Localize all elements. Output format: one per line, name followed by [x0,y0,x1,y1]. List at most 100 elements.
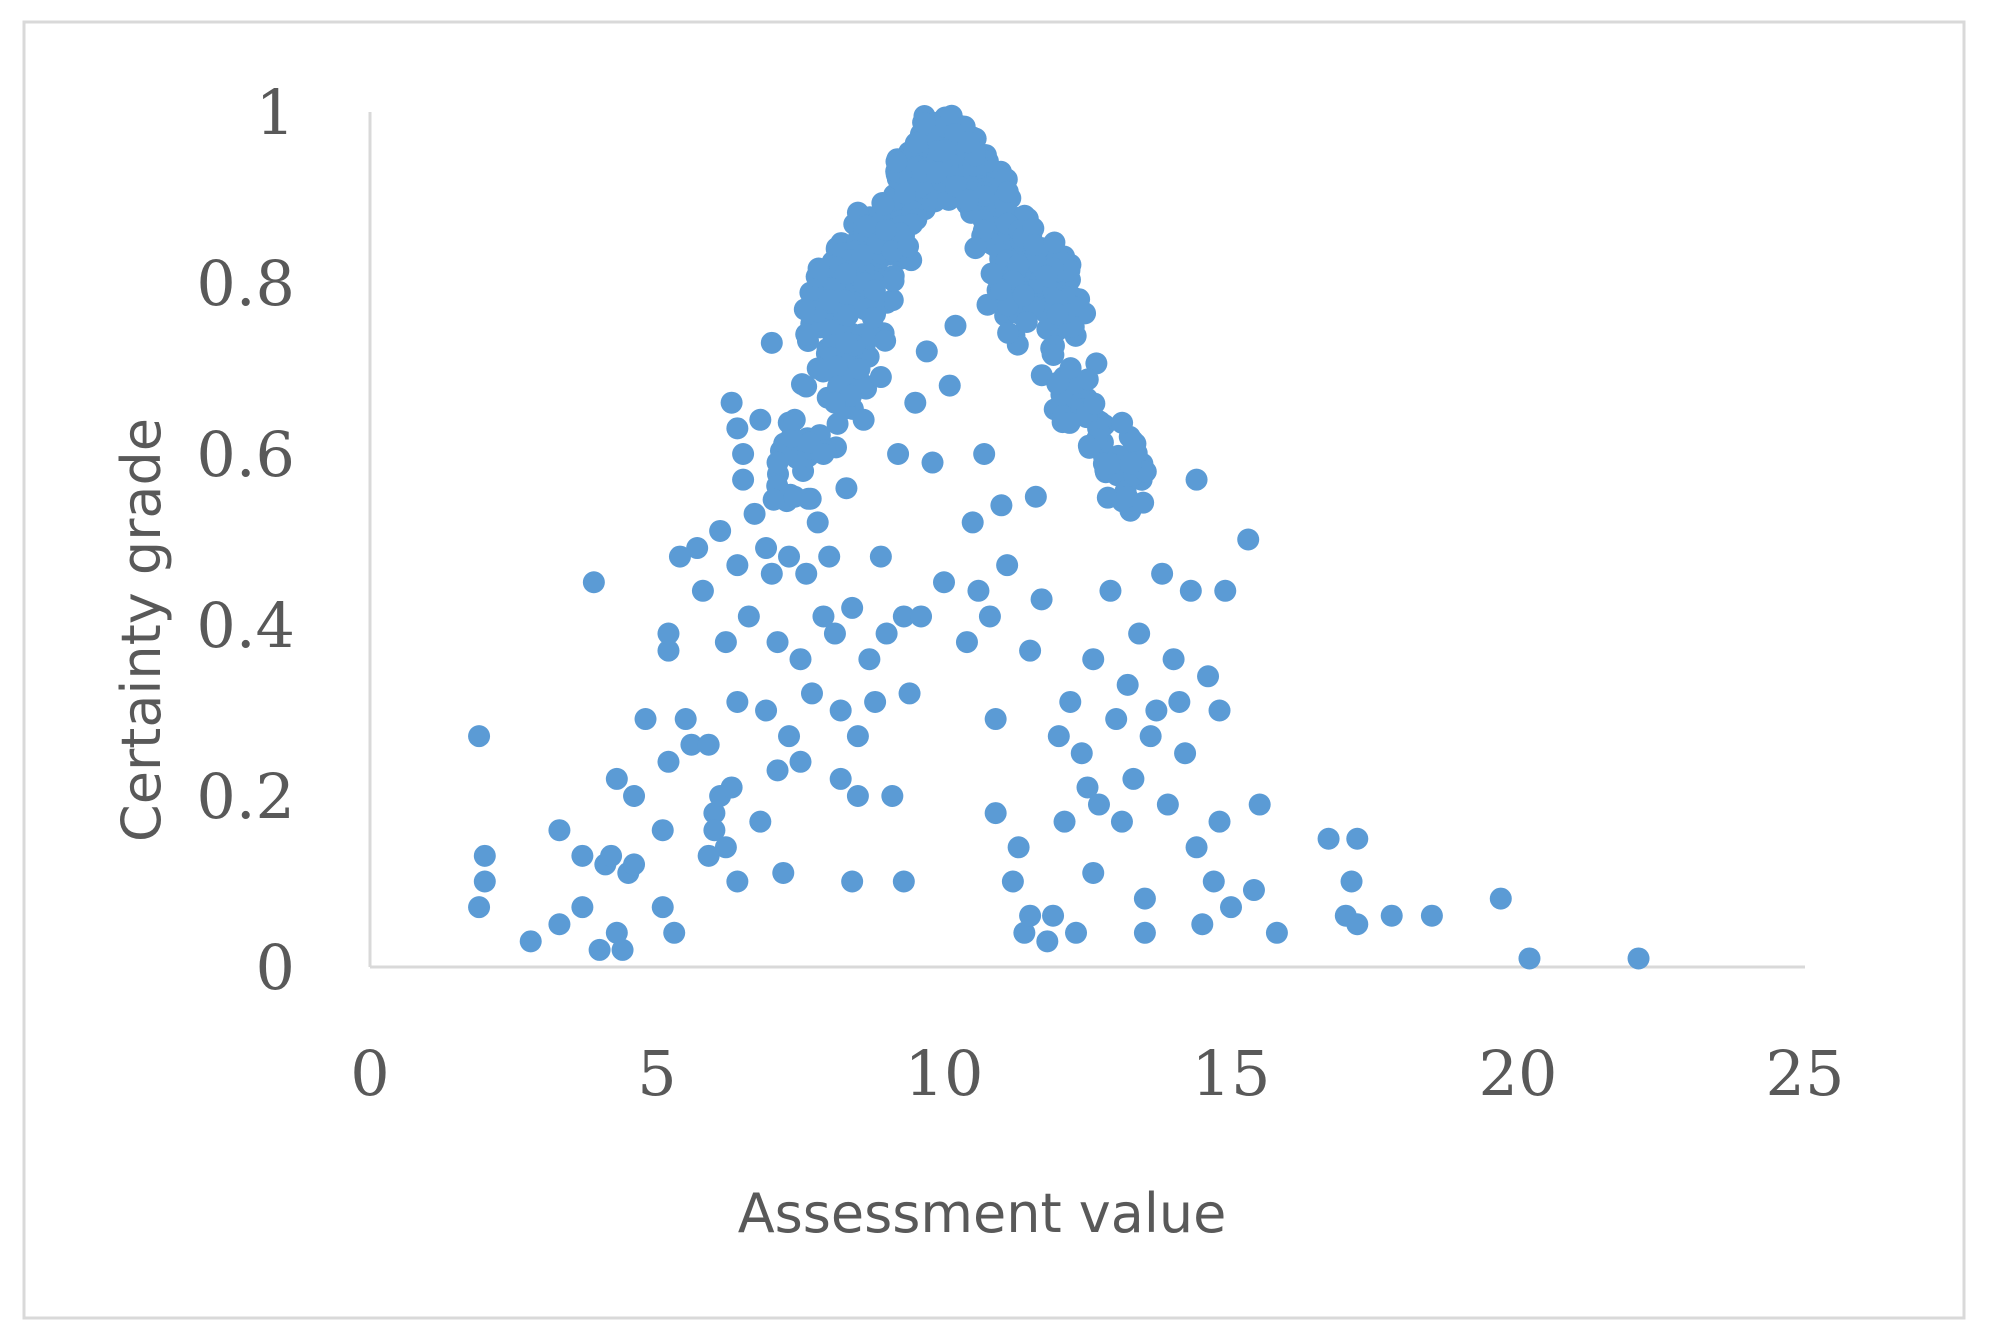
data-point [634,708,657,731]
data-point [720,391,743,414]
y-tick-label: 0.2 [196,760,295,833]
data-point [1053,810,1076,833]
data-point [1627,947,1650,970]
data-point [852,408,875,431]
data-point [766,631,789,654]
data-point [732,443,755,465]
data-point [1208,699,1231,722]
data-point [760,562,783,585]
data-point [1197,665,1220,688]
data-point [726,417,749,440]
data-point [1340,870,1363,893]
data-point [967,579,990,602]
data-point [657,639,680,662]
data-point [997,321,1020,344]
data-point [548,913,571,936]
data-point [793,298,816,321]
data-point [1121,430,1144,453]
x-tick-label: 20 [1479,1037,1558,1110]
data-point [588,938,611,961]
data-point [1099,452,1122,475]
data-point [892,870,915,893]
data-point [720,776,743,799]
data-point [1001,870,1024,893]
data-point [783,408,806,431]
data-point [1128,622,1151,645]
data-point [1036,930,1059,953]
data-point [1208,810,1231,833]
data-point [894,182,917,205]
data-point [1133,921,1156,944]
data-point [674,708,697,731]
data-point [651,819,674,842]
data-point [1179,579,1202,602]
data-point [1013,921,1036,944]
x-tick-label: 5 [637,1037,676,1110]
data-point [925,161,948,184]
data-point [783,485,806,508]
data-point [1145,699,1168,722]
data-point [1099,579,1122,602]
data-point [697,733,720,756]
data-point [818,545,841,568]
data-point [872,193,895,216]
data-point [812,605,835,628]
data-point [780,425,803,448]
data-point [623,853,646,876]
data-point [1065,921,1088,944]
data-point [468,725,491,748]
data-point [1059,690,1082,713]
y-tick-label: 1 [256,76,295,149]
data-point [1151,562,1174,585]
data-point [892,605,915,628]
data-point [921,451,944,474]
data-point [851,243,874,266]
data-point [473,870,496,893]
data-point [846,785,869,807]
data-point [760,331,783,354]
data-point [726,690,749,713]
data-point [841,596,864,619]
data-point [1156,793,1179,816]
data-point [709,519,732,542]
data-point [749,810,772,833]
data-point [915,340,938,363]
data-point [1105,708,1128,731]
data-point [1024,485,1047,508]
data-point [1115,485,1138,508]
data-point [863,279,886,302]
data-point [473,844,496,867]
data-point [1191,913,1214,936]
data-point [934,139,957,162]
data-point [869,366,892,389]
data-point [691,579,714,602]
data-point [1242,879,1265,902]
data-point [829,767,852,790]
data-point [1023,233,1046,256]
data-point [1015,311,1038,334]
data-point [933,571,955,594]
data-point [795,562,818,585]
data-point [755,699,778,722]
data-point [1380,904,1403,927]
data-point [1087,793,1110,816]
data-point [984,802,1007,825]
data-point [905,131,928,154]
data-point [1019,639,1042,662]
data-point [1035,265,1058,288]
data-point [703,819,726,842]
x-tick-labels: 0 5 10 15 20 25 [350,1037,1844,1110]
data-point [1133,887,1156,910]
data-point [996,554,1019,577]
data-point [789,750,812,773]
data-point [766,451,789,474]
data-point [856,215,879,238]
data-point [1076,776,1099,799]
data-point [605,921,628,944]
y-tick-label: 0 [256,931,295,1004]
data-point [835,477,858,500]
data-point [812,443,835,465]
data-point [835,331,858,354]
